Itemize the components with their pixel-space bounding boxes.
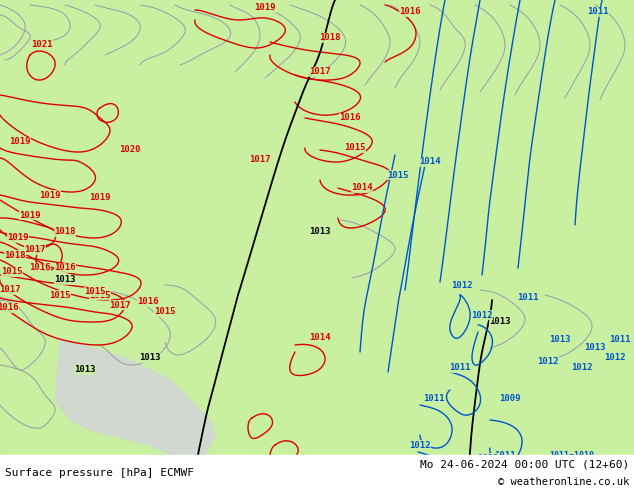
Text: 1014: 1014 [309,334,331,343]
Text: 1013: 1013 [549,336,571,344]
Text: 1016: 1016 [137,297,158,307]
Text: 1013: 1013 [585,343,605,352]
Text: 1016: 1016 [0,303,19,313]
Text: 1012: 1012 [537,358,559,367]
Text: 1013: 1013 [309,227,331,237]
Text: 1017: 1017 [0,286,21,294]
Text: 1016: 1016 [29,264,51,272]
Text: 1016: 1016 [55,264,75,272]
Text: 1009: 1009 [499,393,521,402]
Text: 1015: 1015 [89,291,111,299]
Text: Mo 24-06-2024 00:00 UTC (12+60): Mo 24-06-2024 00:00 UTC (12+60) [420,460,629,470]
Text: 1017: 1017 [109,300,131,310]
Text: 1015: 1015 [387,171,409,179]
Text: 1015: 1015 [1,268,23,276]
Polygon shape [55,340,215,462]
Text: 1015: 1015 [344,144,366,152]
Text: 1016: 1016 [339,114,361,122]
Text: 1015: 1015 [49,291,71,299]
Text: 1014: 1014 [419,157,441,167]
Text: Surface pressure [hPa] ECMWF: Surface pressure [hPa] ECMWF [5,467,194,477]
Text: 1019: 1019 [254,3,276,13]
Text: 1011: 1011 [477,454,499,463]
Text: 1019: 1019 [7,234,29,243]
Text: 1018: 1018 [55,227,75,237]
Text: 1015: 1015 [154,308,176,317]
Text: 1019: 1019 [39,191,61,199]
Text: 1013: 1013 [489,318,511,326]
Text: 1012: 1012 [410,441,430,449]
Text: 1018: 1018 [4,250,26,260]
Text: 1011=1010: 1011=1010 [550,450,595,460]
Text: 1020: 1020 [119,146,141,154]
Text: 1011: 1011 [495,450,515,460]
Text: 1012: 1012 [604,353,626,363]
Text: 1012: 1012 [471,311,493,319]
Text: 1011: 1011 [529,458,551,466]
Text: 1012: 1012 [451,280,473,290]
Text: 1017: 1017 [309,68,331,76]
Text: 1021: 1021 [31,41,53,49]
Text: 9: 9 [602,456,607,465]
Text: 1013: 1013 [55,275,75,285]
Text: 1016: 1016 [399,7,421,17]
Text: 1013: 1013 [74,366,96,374]
Text: 1012: 1012 [571,364,593,372]
Text: 1019: 1019 [19,211,41,220]
Text: 1014: 1014 [351,183,373,193]
Text: 1011: 1011 [609,336,631,344]
Text: 1017: 1017 [249,155,271,165]
Text: 1015: 1015 [84,288,106,296]
Text: 1011: 1011 [424,393,444,402]
Text: 1013: 1013 [139,353,161,363]
Text: 1017: 1017 [24,245,46,254]
Text: 1011: 1011 [587,7,609,17]
Text: 1011: 1011 [517,294,539,302]
Text: 1019: 1019 [89,194,111,202]
Text: © weatheronline.co.uk: © weatheronline.co.uk [498,477,629,487]
Text: 1018: 1018 [320,33,340,43]
Text: 1011: 1011 [450,364,471,372]
Bar [0,455,634,490]
Text: 1019: 1019 [10,138,31,147]
